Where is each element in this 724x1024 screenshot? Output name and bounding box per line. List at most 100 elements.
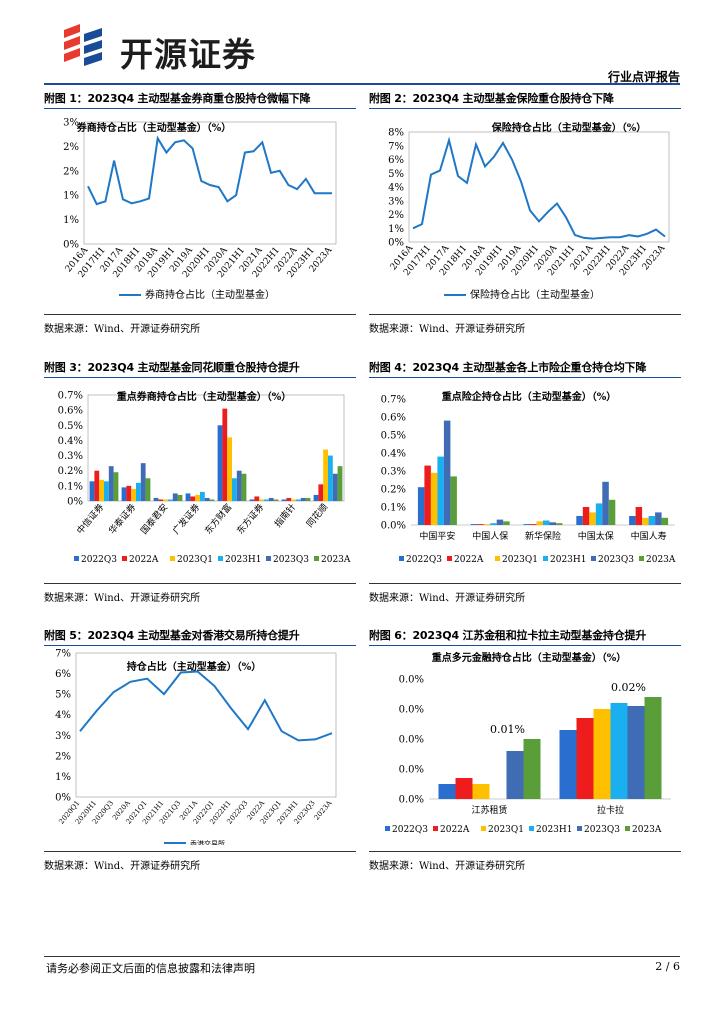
- legend-label: 2022Q3: [81, 555, 117, 565]
- bar: [559, 730, 577, 799]
- legend-label: 2023H1: [536, 825, 572, 835]
- bar: [496, 519, 504, 525]
- y-tick-label: 5%: [55, 690, 71, 701]
- x-tick-label: 同花顺: [304, 501, 331, 529]
- bar: [417, 487, 425, 525]
- bar: [328, 455, 333, 501]
- chart-6: 重点多元金融持仓占比（主动型基金）（%） 0.0% 0.0% 0.0% 0.0% 0.0%…: [385, 651, 671, 835]
- y-tick-label: 0.0%: [399, 765, 424, 776]
- brand-logo-icon: [64, 24, 102, 66]
- chart-4: 重点险企持仓占比（主动型基金）（%） 0.0% 0.1% 0.2% 0.3% 0.4% 0.…: [381, 390, 676, 565]
- x-tick-label: 东方财富: [202, 501, 234, 536]
- legend-swatch: [266, 556, 271, 561]
- bar: [642, 517, 649, 525]
- bar: [430, 472, 438, 525]
- series-line: [79, 670, 333, 742]
- bar: [113, 472, 119, 501]
- brand-name: 开源证券: [120, 35, 256, 74]
- y-tick-label: 0.6%: [381, 413, 406, 424]
- legend-label: 券商持仓占比（主动型基金）: [145, 288, 275, 301]
- bar: [217, 425, 223, 501]
- y-tick-label: 0%: [67, 497, 83, 508]
- legend-swatch: [433, 826, 438, 831]
- legend-label: 2022Q3: [406, 555, 442, 565]
- data-label: 0.01%: [490, 723, 525, 736]
- bar: [595, 503, 603, 525]
- y-tick-label: 0.0%: [399, 705, 424, 716]
- bar: [264, 499, 269, 501]
- chart-2: 保险持仓占比（主动型基金）（%）0%1%2%3%4%5%6%7%8%2016A2…: [388, 121, 670, 301]
- legend-label: 2023A: [632, 825, 662, 835]
- chart-title: 保险持仓占比（主动型基金）（%）: [491, 121, 647, 134]
- bar: [629, 516, 636, 525]
- chart-title: 券商持仓占比（主动型基金）（%）: [76, 121, 232, 134]
- bar: [94, 470, 100, 501]
- y-tick-label: 5%: [388, 169, 404, 180]
- y-tick-label: 0.0%: [381, 521, 406, 532]
- y-tick-label: 0.4%: [58, 436, 83, 447]
- title-divider: [369, 645, 681, 646]
- y-tick-label: 0.3%: [58, 451, 83, 462]
- legend-label: 2022A: [129, 555, 159, 565]
- source-divider: [369, 583, 681, 584]
- y-tick-label: 1%: [63, 215, 79, 226]
- y-tick-label: 2%: [55, 751, 71, 762]
- plot-frame: [408, 131, 670, 243]
- bar: [490, 523, 497, 525]
- bar: [556, 523, 563, 525]
- x-tick-label: 国泰君安: [138, 501, 170, 536]
- legend-swatch: [314, 556, 319, 561]
- bar: [195, 494, 200, 501]
- legend-swatch: [170, 556, 175, 561]
- x-tick-label: 东方证券: [234, 501, 266, 536]
- bar: [259, 499, 264, 501]
- y-tick-label: 7%: [55, 649, 71, 660]
- bar: [549, 522, 556, 525]
- y-tick-label: 0.0%: [399, 795, 424, 806]
- legend-label: 2023Q1: [177, 555, 213, 565]
- bar: [589, 512, 596, 525]
- legend-label: 2023Q1: [488, 825, 524, 835]
- y-tick-label: 0.1%: [381, 503, 406, 514]
- bar: [318, 484, 324, 501]
- bar: [286, 497, 292, 501]
- bar: [450, 476, 457, 525]
- bar: [543, 520, 550, 525]
- bar: [136, 482, 141, 501]
- bar: [610, 703, 628, 799]
- y-tick-label: 1%: [63, 191, 79, 202]
- y-tick-label: 0.3%: [381, 467, 406, 478]
- figure-source: 数据来源：Wind、开源证券研究所: [44, 861, 201, 872]
- y-tick-label: 8%: [388, 128, 404, 139]
- legend-label: 香港交易所: [190, 839, 225, 845]
- y-tick-label: 0.5%: [381, 431, 406, 442]
- bar: [232, 478, 237, 501]
- plot-frame: [87, 394, 345, 502]
- footer-disclaimer: 请务必参阅正文后面的信息披露和法律声明: [46, 962, 255, 975]
- bar: [121, 487, 127, 501]
- bar: [163, 499, 168, 501]
- x-tick-label: 中国人保: [472, 530, 508, 542]
- legend-swatch: [481, 826, 486, 831]
- bar: [300, 497, 306, 501]
- legend-swatch: [74, 556, 79, 561]
- bar: [140, 463, 146, 501]
- legend-label: 2023H1: [550, 555, 586, 565]
- y-tick-label: 0.0%: [399, 675, 424, 686]
- x-tick-label: 中国平安: [419, 530, 455, 542]
- bar: [424, 465, 431, 525]
- y-tick-label: 0%: [63, 240, 79, 251]
- y-tick-label: 0%: [55, 793, 71, 804]
- bar: [437, 456, 444, 525]
- y-tick-label: 4%: [55, 710, 71, 721]
- y-tick-label: 0.1%: [58, 481, 83, 492]
- x-tick-label: 江苏租赁: [471, 804, 507, 816]
- bar: [602, 481, 609, 525]
- bar: [470, 524, 478, 525]
- y-tick-label: 1%: [55, 772, 71, 783]
- source-divider: [44, 851, 356, 852]
- y-tick-label: 3%: [55, 731, 71, 742]
- bar: [222, 408, 228, 501]
- bar: [153, 497, 159, 501]
- title-divider: [369, 108, 681, 109]
